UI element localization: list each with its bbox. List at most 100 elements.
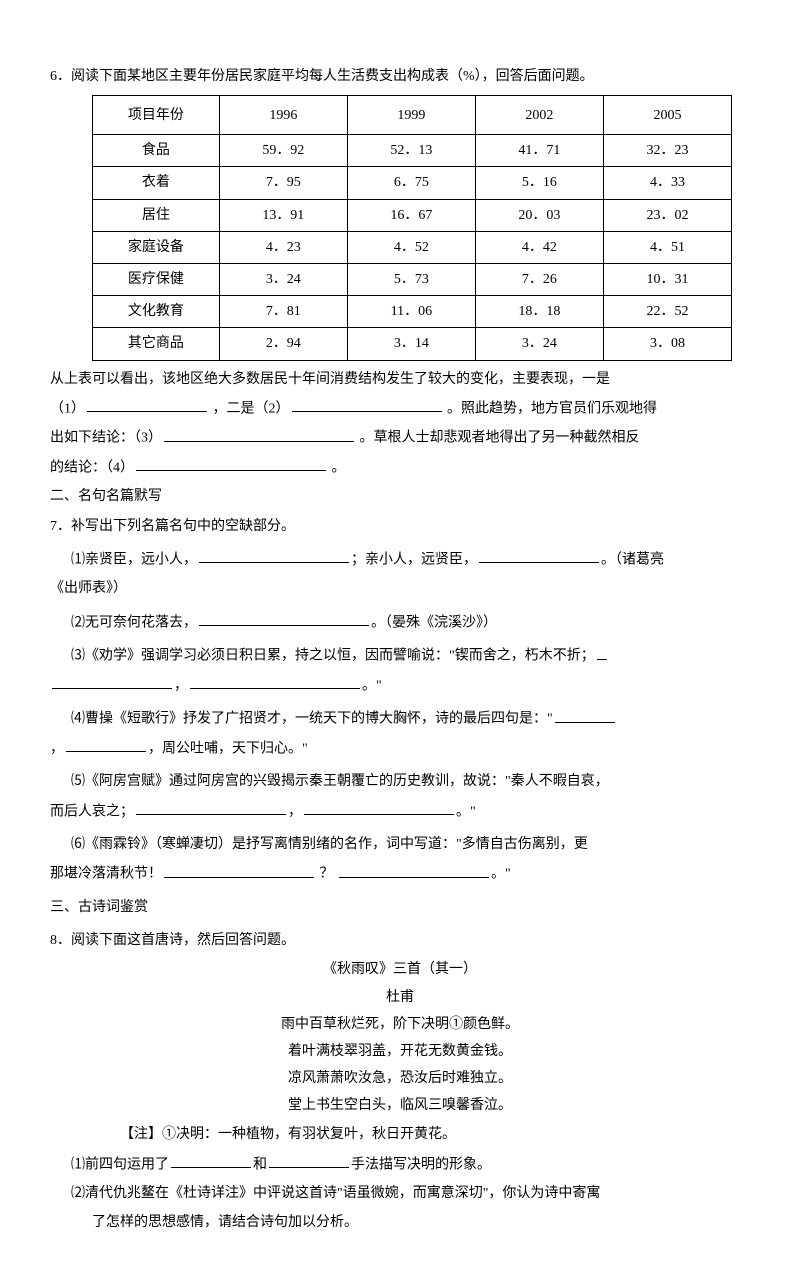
poem-author: 杜甫 — [50, 985, 750, 1010]
header-item-year: 项目年份 — [93, 96, 220, 135]
blank-input[interactable] — [87, 396, 207, 412]
text: 而后人哀之； — [50, 804, 134, 819]
text: ⑴亲贤臣，远小人， — [71, 552, 197, 567]
cell: 2．94 — [219, 328, 347, 360]
blank-input[interactable] — [136, 799, 286, 815]
q7-5: ⑸《阿房宫赋》通过阿房宫的兴毁揭示秦王朝覆亡的历史教训，故说："秦人不暇自哀， — [50, 769, 750, 794]
text: ⑶《劝学》强调学习必须日积日累，持之以恒，因而譬喻说："锲而舍之，朽木不折； — [71, 649, 595, 664]
blank-input[interactable] — [199, 610, 369, 626]
blank-input[interactable] — [164, 425, 354, 441]
cell: 4．42 — [475, 231, 603, 263]
text: 。（晏殊《浣溪沙》） — [371, 615, 497, 630]
expenditure-table: 项目年份 1996 1999 2002 2005 食品59．9252．1341．… — [92, 95, 732, 360]
blank-input[interactable] — [304, 799, 454, 815]
cell: 59．92 — [219, 135, 347, 167]
section-2-title: 二、名句名篇默写 — [50, 484, 750, 509]
q7-1: ⑴亲贤臣，远小人， ；亲小人，远贤臣， 。（诸葛亮 — [50, 547, 750, 573]
cell: 4．23 — [219, 231, 347, 263]
year-1999: 1999 — [347, 96, 475, 135]
q7-6b: 那堪冷落清秋节！ ？ 。" — [50, 861, 750, 887]
blank-input[interactable] — [164, 861, 314, 877]
cell: 3．14 — [347, 328, 475, 360]
cell: 10．31 — [603, 263, 731, 295]
q7-4: ⑷曹操《短歌行》抒发了广招贤才，一统天下的博大胸怀，诗的最后四句是：" — [50, 706, 750, 732]
poem-note: 【注】①决明：一种植物，有羽状复叶，秋日开黄花。 — [50, 1122, 750, 1147]
cell: 22．52 — [603, 296, 731, 328]
cell: 20．03 — [475, 199, 603, 231]
cell: 18．18 — [475, 296, 603, 328]
cell: 16．67 — [347, 199, 475, 231]
text: ， — [174, 678, 188, 693]
row-label: 其它商品 — [93, 328, 220, 360]
text: 。照此趋势，地方官员们乐观地得 — [444, 401, 658, 416]
blank-input[interactable] — [292, 396, 442, 412]
cell: 4．33 — [603, 167, 731, 199]
poem-line-1: 雨中百草秋烂死，阶下决明①颜色鲜。 — [50, 1012, 750, 1037]
q6-followup-4: 的结论：（4） 。 — [50, 455, 750, 481]
text: 的结论：（4） — [50, 460, 134, 475]
cell: 7．95 — [219, 167, 347, 199]
table-row: 医疗保健3．245．737．2610．31 — [93, 263, 732, 295]
cell: 41．71 — [475, 135, 603, 167]
table-row: 居住13．9116．6720．0323．02 — [93, 199, 732, 231]
table-row: 食品59．9252．1341．7132．23 — [93, 135, 732, 167]
text: ⑷曹操《短歌行》抒发了广招贤才，一统天下的博大胸怀，诗的最后四句是：" — [71, 712, 553, 727]
cell: 4．52 — [347, 231, 475, 263]
text: 。（诸葛亮 — [601, 552, 664, 567]
poem-line-3: 凉风萧萧吹汝急，恐汝后时难独立。 — [50, 1066, 750, 1091]
q8-sub1: ⑴前四句运用了 和 手法描写决明的形象。 — [50, 1152, 750, 1178]
blank-input[interactable] — [171, 1152, 251, 1168]
cell: 3．08 — [603, 328, 731, 360]
q6-followup-1: 从上表可以看出，该地区绝大多数居民十年间消费结构发生了较大的变化，主要表现，一是 — [50, 367, 750, 392]
text: ， — [50, 741, 64, 756]
text: ；亲小人，远贤臣， — [351, 552, 477, 567]
q8-sub2a: ⑵清代仇兆鳌在《杜诗详注》中评说这首诗"语虽微婉，而寓意深切"，你认为诗中寄寓 — [50, 1181, 750, 1206]
q7-prompt: 7．补写出下列名篇名句中的空缺部分。 — [50, 514, 750, 539]
blank-input[interactable] — [66, 736, 146, 752]
row-label: 居住 — [93, 199, 220, 231]
text: ⑴前四句运用了 — [71, 1157, 169, 1172]
year-2005: 2005 — [603, 96, 731, 135]
q6-prompt: 6．阅读下面某地区主要年份居民家庭平均每人生活费支出构成表（%），回答后面问题。 — [50, 64, 750, 89]
text: ⑵无可奈何花落去， — [71, 615, 197, 630]
cell: 32．23 — [603, 135, 731, 167]
table-row: 其它商品2．943．143．243．08 — [93, 328, 732, 360]
q6-followup-3: 出如下结论：（3） 。草根人士却悲观者地得出了另一种截然相反 — [50, 425, 750, 451]
text: 出如下结论：（3） — [50, 431, 162, 446]
text: 手法描写决明的形象。 — [351, 1157, 491, 1172]
cell: 5．73 — [347, 263, 475, 295]
blank-input[interactable] — [339, 861, 489, 877]
section-3-title: 三、古诗词鉴赏 — [50, 895, 750, 920]
q8-prompt: 8．阅读下面这首唐诗，然后回答问题。 — [50, 928, 750, 953]
cell: 6．75 — [347, 167, 475, 199]
blank-input[interactable] — [136, 455, 326, 471]
cell: 4．51 — [603, 231, 731, 263]
text: ⑸《阿房宫赋》通过阿房宫的兴毁揭示秦王朝覆亡的历史教训，故说："秦人不暇自哀， — [71, 774, 609, 789]
q7-3: ⑶《劝学》强调学习必须日积日累，持之以恒，因而譬喻说："锲而舍之，朽木不折； — [50, 643, 750, 669]
blank-input[interactable] — [190, 673, 360, 689]
text: 和 — [253, 1157, 267, 1172]
blank-input[interactable] — [479, 547, 599, 563]
cell: 3．24 — [219, 263, 347, 295]
blank-input[interactable] — [52, 673, 172, 689]
row-label: 衣着 — [93, 167, 220, 199]
q6-followup-2: （1） ，二是（2） 。照此趋势，地方官员们乐观地得 — [50, 396, 750, 422]
text: 。 — [328, 460, 346, 475]
q7-4b: ，，周公吐哺，天下归心。" — [50, 736, 750, 762]
blank-input[interactable] — [597, 643, 607, 659]
poem-line-4: 堂上书生空白头，临风三嗅馨香泣。 — [50, 1093, 750, 1118]
cell: 52．13 — [347, 135, 475, 167]
blank-input[interactable] — [269, 1152, 349, 1168]
row-label: 家庭设备 — [93, 231, 220, 263]
poem-line-2: 着叶满枝翠羽盖，开花无数黄金钱。 — [50, 1039, 750, 1064]
blank-input[interactable] — [555, 706, 615, 722]
table-header-row: 项目年份 1996 1999 2002 2005 — [93, 96, 732, 135]
table-row: 文化教育7．8111．0618．1822．52 — [93, 296, 732, 328]
cell: 11．06 — [347, 296, 475, 328]
cell: 3．24 — [475, 328, 603, 360]
q7-6: ⑹《雨霖铃》（寒蝉凄切）是抒写离情别绪的名作，词中写道："多情自古伤离别，更 — [50, 832, 750, 857]
blank-input[interactable] — [199, 547, 349, 563]
cell: 7．26 — [475, 263, 603, 295]
text: 。草根人士却悲观者地得出了另一种截然相反 — [356, 431, 640, 446]
cell: 7．81 — [219, 296, 347, 328]
